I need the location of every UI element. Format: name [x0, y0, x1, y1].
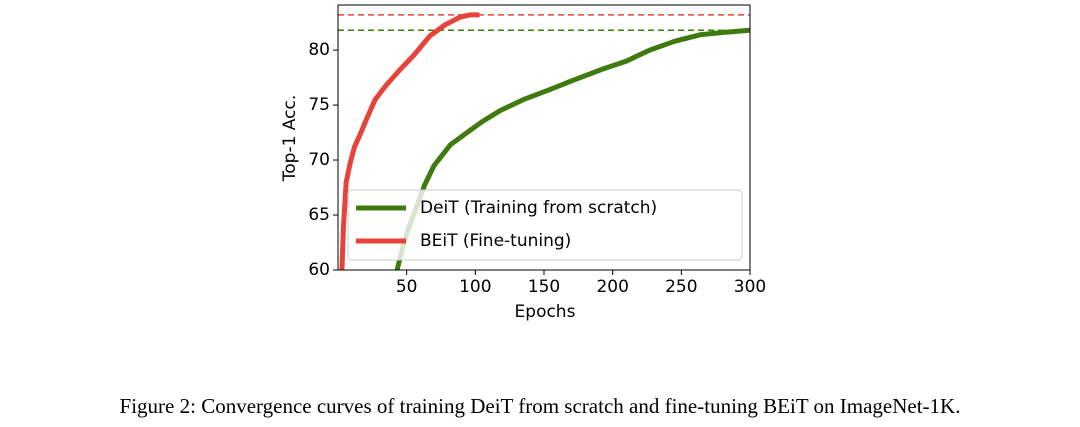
y-tick-label: 70	[308, 150, 330, 170]
x-tick-label: 100	[459, 277, 491, 297]
caption: Figure 2: Convergence curves of training…	[120, 394, 961, 418]
x-axis-label: Epochs	[515, 302, 576, 322]
x-tick-label: 250	[665, 277, 697, 297]
legend-label: DeiT (Training from scratch)	[420, 198, 657, 218]
data-line	[394, 27, 750, 270]
x-tick-label: 300	[734, 277, 766, 297]
y-tick-label: 75	[308, 95, 330, 115]
legend-label: BEiT (Fine-tuning)	[420, 231, 571, 251]
x-tick-label: 200	[596, 277, 628, 297]
legend-box	[347, 189, 743, 261]
data-line	[339, 12, 480, 270]
y-tick-label: 80	[308, 40, 330, 60]
x-tick-label: 150	[528, 277, 560, 297]
x-tick-label: 50	[396, 277, 418, 297]
y-tick-label: 65	[308, 205, 330, 225]
y-tick-label: 60	[308, 260, 330, 280]
y-axis-label: Top-1 Acc.	[280, 95, 300, 182]
